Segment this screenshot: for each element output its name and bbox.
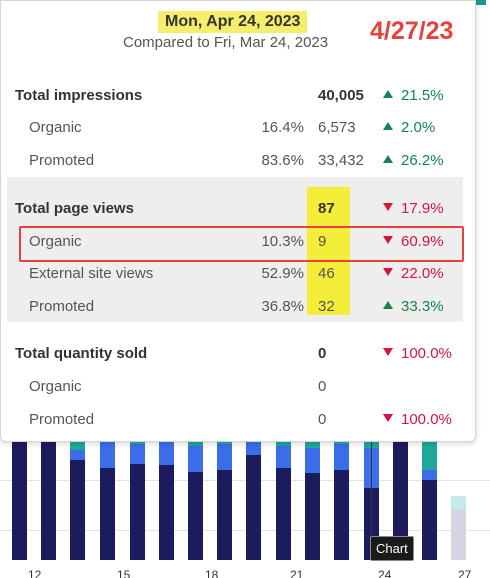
metric-change-value: 100.0% xyxy=(401,411,452,428)
metric-label: Promoted xyxy=(29,298,95,315)
chart-bar[interactable] xyxy=(334,440,349,560)
axis-tick-label: 24 xyxy=(378,568,392,578)
metric-share: 36.8% xyxy=(261,298,304,315)
trend-down-icon xyxy=(383,268,393,276)
chart-bar[interactable] xyxy=(12,440,27,560)
trend-up-icon xyxy=(383,155,393,163)
tooltip-date: Mon, Apr 24, 2023 xyxy=(158,11,308,33)
highlight-column xyxy=(307,187,350,315)
metric-change-value: 17.9% xyxy=(401,200,444,217)
metric-change: 100.0% xyxy=(383,411,452,428)
metric-row: Total quantity sold 0 100.0% xyxy=(1,345,475,369)
chart-gridline xyxy=(0,530,490,531)
trend-up-icon xyxy=(383,122,393,130)
metric-subrow: Organic 16.4% 6,573 2.0% xyxy=(1,119,475,143)
metric-subrow: Organic 0 xyxy=(1,378,475,402)
chart-bar[interactable] xyxy=(41,440,56,560)
chart-bar[interactable] xyxy=(130,440,145,560)
metric-change-value: 21.5% xyxy=(401,87,444,104)
chart-bar[interactable] xyxy=(422,440,437,560)
metric-change: 60.9% xyxy=(383,233,444,250)
metric-value: 33,432 xyxy=(318,152,364,169)
chart-bar[interactable] xyxy=(100,440,115,560)
metric-subrow: External site views 52.9% 46 22.0% xyxy=(1,265,475,289)
metric-label: Total impressions xyxy=(15,87,143,104)
chart-bar[interactable] xyxy=(70,440,85,560)
metric-subrow: Organic 10.3% 9 60.9% xyxy=(1,233,475,257)
page-views-section xyxy=(7,177,463,322)
chart-bar[interactable] xyxy=(217,440,232,560)
metric-value: 46 xyxy=(318,265,335,282)
metric-row: Total page views 87 17.9% xyxy=(1,200,475,224)
metric-label: Organic xyxy=(29,119,82,136)
axis-tick-label: 18 xyxy=(205,568,219,578)
metric-change-value: 22.0% xyxy=(401,265,444,282)
metric-value: 9 xyxy=(318,233,327,250)
chart-bar[interactable] xyxy=(246,440,261,560)
metric-value: 6,573 xyxy=(318,119,356,136)
chart-bar[interactable] xyxy=(276,440,291,560)
metric-value: 87 xyxy=(318,200,335,217)
metric-share: 52.9% xyxy=(261,265,304,282)
chart-bar[interactable] xyxy=(451,496,466,560)
axis-tick-label: 21 xyxy=(290,568,304,578)
metric-subrow: Promoted 0 100.0% xyxy=(1,411,475,435)
metric-value: 0 xyxy=(318,345,327,362)
metric-value: 0 xyxy=(318,378,327,395)
metric-subrow: Promoted 36.8% 32 33.3% xyxy=(1,298,475,322)
metric-label: Organic xyxy=(29,378,82,395)
trend-down-icon xyxy=(383,203,393,211)
metric-label: Promoted xyxy=(29,411,95,428)
metric-change: 2.0% xyxy=(383,119,435,136)
metric-change-value: 60.9% xyxy=(401,233,444,250)
metric-share: 83.6% xyxy=(261,152,304,169)
chart-gridline xyxy=(0,480,490,481)
metric-change-value: 100.0% xyxy=(401,345,452,362)
metric-change: 21.5% xyxy=(383,87,444,104)
tooltip-compare-date: Compared to Fri, Mar 24, 2023 xyxy=(123,34,329,51)
highlight-box xyxy=(19,226,464,262)
chart-bar[interactable] xyxy=(393,440,408,560)
metric-change: 33.3% xyxy=(383,298,444,315)
metric-label: Total page views xyxy=(15,200,134,217)
metric-row: Total impressions 40,005 21.5% xyxy=(1,87,475,111)
metric-subrow: Promoted 83.6% 33,432 26.2% xyxy=(1,152,475,176)
metric-change-value: 33.3% xyxy=(401,298,444,315)
chart-bar[interactable] xyxy=(159,440,174,560)
annotation-date: 4/27/23 xyxy=(370,17,454,45)
metrics-tooltip: Mon, Apr 24, 2023 Compared to Fri, Mar 2… xyxy=(0,0,476,442)
axis-tick-label: 15 xyxy=(117,568,131,578)
metric-value: 32 xyxy=(318,298,335,315)
metric-value: 0 xyxy=(318,411,327,428)
trend-up-icon xyxy=(383,301,393,309)
metric-change: 22.0% xyxy=(383,265,444,282)
trend-down-icon xyxy=(383,236,393,244)
metric-value: 40,005 xyxy=(318,87,364,104)
metric-change-value: 2.0% xyxy=(401,119,436,136)
chart-bar[interactable] xyxy=(305,440,320,560)
chart-hover-line xyxy=(371,440,372,540)
metric-change: 26.2% xyxy=(383,152,444,169)
axis-tick-label: 27 xyxy=(458,568,472,578)
metric-change-value: 26.2% xyxy=(401,152,444,169)
metric-label: Organic xyxy=(29,233,82,250)
metric-label: Total quantity sold xyxy=(15,345,148,362)
metric-change: 17.9% xyxy=(383,200,444,217)
metric-change: 100.0% xyxy=(383,345,452,362)
metric-label: Promoted xyxy=(29,152,95,169)
chart-bar[interactable] xyxy=(188,440,203,560)
trend-down-icon xyxy=(383,348,393,356)
metric-share: 16.4% xyxy=(261,119,304,136)
chart-hover-label: Chart xyxy=(370,536,414,561)
metric-label: External site views xyxy=(29,265,154,282)
metric-share: 10.3% xyxy=(261,233,304,250)
axis-tick-label: 12 xyxy=(28,568,42,578)
trend-up-icon xyxy=(383,90,393,98)
trend-down-icon xyxy=(383,414,393,422)
